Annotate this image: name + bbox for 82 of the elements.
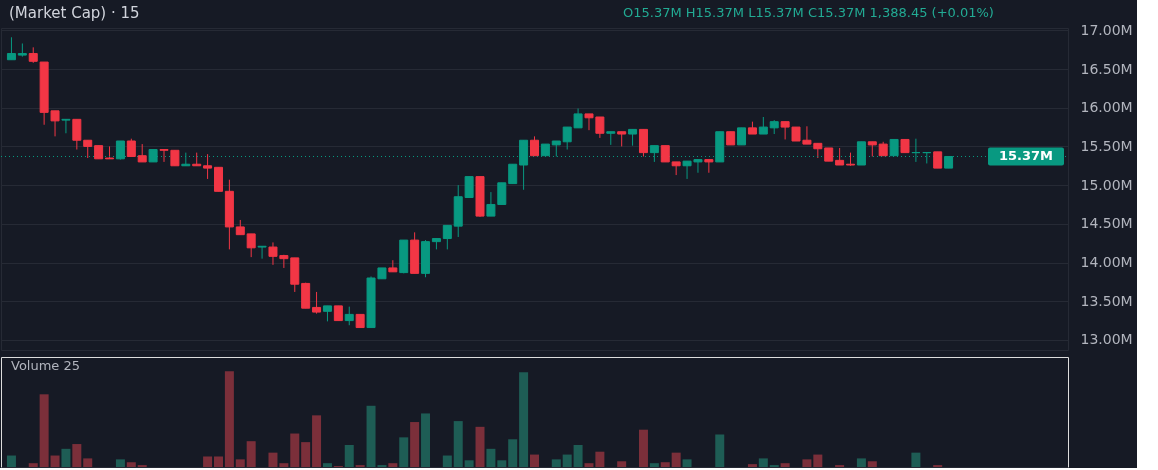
bar [115,459,125,467]
bar [595,451,605,467]
bar [322,463,332,467]
candlestick [442,224,452,250]
bar [671,452,681,467]
bar [453,421,463,467]
bar [519,372,529,467]
bar [421,413,431,467]
bar [617,461,627,467]
bar [638,429,648,467]
y-tick-label: 16.50M [1080,60,1133,77]
bar [660,462,670,467]
y-tick-label: 14.00M [1080,254,1133,271]
candlestick [638,128,648,157]
bar [83,458,93,467]
bar [475,426,485,467]
bar [410,422,420,467]
candlestick [6,36,16,61]
candlestick [61,118,71,134]
bar [50,455,60,467]
bar [573,445,583,467]
bar [301,442,311,467]
y-tick-label: 16.00M [1080,99,1133,116]
candlestick [508,163,518,185]
bar [442,455,452,467]
bar [486,448,496,467]
bar [911,452,921,467]
bar [268,452,278,467]
candlestick [246,233,256,258]
y-tick-label: 13.00M [1080,331,1133,348]
candlestick [856,141,866,166]
bar [6,455,16,467]
bar [649,463,659,467]
bar [682,459,692,467]
bar [312,415,322,467]
bar [856,458,866,467]
bar [747,464,757,467]
bar [28,463,38,467]
bar [715,434,725,467]
bar [802,459,812,467]
bar [279,463,289,467]
candlestick [72,118,82,151]
annotation: Volume 25 [11,358,81,373]
candlestick [257,245,267,260]
bar [72,444,82,467]
y-tick-label: 15.00M [1080,176,1133,193]
text: O15.37M H15.37M L15.37M C15.37M 1,388.45 (+0.01%) [623,5,994,20]
candlestick [344,306,354,326]
bar [344,445,354,467]
candlestick [312,291,322,315]
candlestick [704,159,714,174]
bar [867,461,877,467]
y-tick-label: 13.50M [1080,292,1133,309]
bar [399,437,409,467]
bar [508,439,518,467]
chart-title: (Market Cap) · 15 [9,4,140,22]
bar [388,463,398,467]
bar [562,454,572,467]
bar [224,371,234,467]
candlestick [213,166,223,192]
bar [584,463,594,467]
bar [213,456,223,467]
bar [780,463,790,467]
candlestick [203,153,213,180]
ref-line-label: 15.37M [998,148,1054,164]
bar [464,460,474,467]
bar [551,459,561,467]
y-tick-label: 17.00M [1080,21,1133,38]
bar [126,462,136,467]
bar [758,458,768,467]
bar [497,460,507,467]
candlestick [530,135,539,157]
bar [61,448,71,467]
bar [530,454,539,467]
bar [39,394,49,467]
bar [813,454,823,467]
y-tick-label: 14.50M [1080,215,1133,232]
bar [290,433,300,467]
bar [235,459,245,467]
y-tick-label: 15.50M [1080,137,1133,154]
bar [246,441,256,467]
bar [203,456,213,467]
